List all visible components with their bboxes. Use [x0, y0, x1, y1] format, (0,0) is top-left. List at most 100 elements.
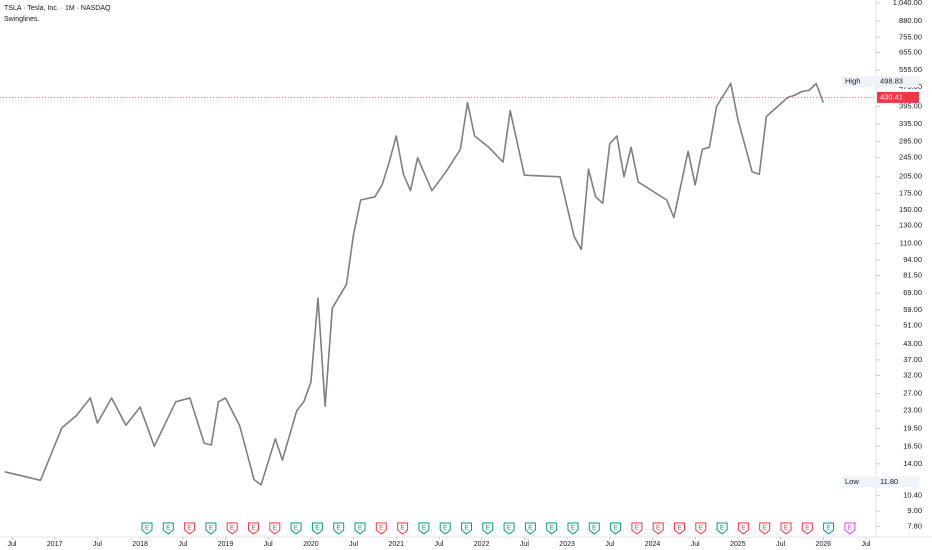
y-tick-label: 19.50 [903, 423, 922, 432]
earnings-marker [610, 522, 622, 535]
y-tick-label: 59.00 [903, 305, 922, 314]
x-tick-label: Jul [349, 541, 358, 548]
earnings-label: E [699, 525, 704, 532]
earnings-marker [482, 522, 494, 535]
earnings-label: E [677, 525, 682, 532]
high-box [877, 76, 919, 88]
earnings-label: E [571, 525, 576, 532]
y-tick-label: 16.50 [903, 441, 922, 450]
earnings-marker [269, 522, 281, 535]
earnings-marker [674, 522, 685, 535]
earnings-label: E [550, 525, 555, 532]
earnings-marker [290, 522, 302, 535]
earnings-label: E [187, 525, 192, 532]
x-tick-label: 2018 [132, 541, 148, 548]
earnings-marker [652, 522, 664, 535]
y-tick-label: 130.00 [899, 220, 922, 229]
earnings-label: E [720, 525, 725, 532]
y-tick-label: 335.00 [899, 119, 922, 128]
earnings-marker [248, 522, 259, 535]
earnings-label: E [230, 525, 235, 532]
y-tick-label: 755.00 [899, 32, 922, 41]
earnings-label: E [315, 525, 320, 532]
earnings-label: E [145, 525, 150, 532]
earnings-label: E [635, 525, 640, 532]
earnings-marker [780, 522, 792, 535]
earnings-label: E [763, 525, 768, 532]
y-tick-label: 1,040.00 [893, 0, 922, 7]
earnings-label: E [592, 525, 597, 532]
x-tick-label: Jul [178, 541, 187, 548]
earnings-label: E [486, 525, 491, 532]
symbol-title: TSLA · Tesla, Inc. · 1M · NASDAQ [4, 5, 111, 12]
x-tick-label: Jul [776, 541, 785, 548]
y-tick-label: 9.00 [907, 506, 922, 515]
x-tick-label: Jul [8, 541, 17, 548]
earnings-marker [226, 522, 238, 535]
earnings-label: E [507, 525, 512, 532]
earnings-label: E [464, 525, 469, 532]
earnings-marker [716, 522, 728, 535]
earnings-marker [461, 522, 472, 535]
x-tick-label: 2023 [559, 541, 575, 548]
x-tick-label: Jul [435, 541, 444, 548]
earnings-label: E [379, 525, 384, 532]
x-tick-label: 2020 [303, 541, 319, 548]
earnings-marker [801, 522, 813, 535]
y-tick-label: 51.00 [903, 321, 922, 330]
high-label: High [845, 77, 860, 86]
y-tick-label: 285.00 [899, 136, 922, 145]
x-tick-label: 2019 [218, 541, 234, 548]
x-tick-label: 2022 [474, 541, 490, 548]
earnings-label: E [422, 525, 427, 532]
earnings-marker [524, 522, 536, 535]
x-tick-label: Jul [691, 541, 700, 548]
earnings-label: E [613, 525, 618, 532]
y-tick-label: 245.00 [899, 153, 922, 162]
y-tick-label: 32.00 [903, 370, 922, 379]
x-tick-label: Jul [862, 541, 871, 548]
y-tick-label: 81.50 [903, 270, 922, 279]
y-tick-label: 37.00 [903, 355, 922, 364]
swing-line [4, 82, 825, 486]
y-tick-label: 14.00 [903, 459, 922, 468]
earnings-label: E [294, 525, 299, 532]
earnings-marker [184, 522, 196, 535]
earnings-marker [503, 522, 515, 535]
y-tick-label: 7.80 [907, 521, 922, 530]
last-price-box [877, 91, 919, 103]
last-price-value: 430.41 [880, 92, 903, 101]
y-tick-label: 27.00 [903, 389, 922, 398]
earnings-marker [844, 522, 856, 535]
earnings-marker [375, 522, 387, 535]
x-tick-label: 2024 [645, 541, 661, 548]
earnings-marker [588, 522, 600, 535]
y-tick-label: 655.00 [899, 47, 922, 56]
x-tick-label: Jul [520, 541, 529, 548]
y-tick-label: 395.00 [899, 102, 922, 111]
earnings-marker [418, 522, 430, 535]
earnings-label: E [251, 525, 256, 532]
earnings-marker [631, 522, 643, 535]
earnings-marker [737, 522, 749, 535]
earnings-marker [311, 522, 323, 535]
low-label: Low [845, 477, 859, 486]
low-box [877, 476, 919, 488]
x-tick-label: 2026 [816, 541, 832, 548]
earnings-marker [439, 522, 451, 535]
earnings-label: E [443, 525, 448, 532]
x-tick-label: Jul [264, 541, 273, 548]
earnings-label: E [273, 525, 278, 532]
earnings-label: E [528, 525, 533, 532]
y-tick-label: 94.00 [903, 255, 922, 264]
high-value: 498.83 [880, 77, 903, 86]
y-tick-label: 880.00 [899, 16, 922, 25]
high-tag [842, 76, 876, 88]
earnings-marker [695, 522, 707, 535]
y-tick-label: 150.00 [899, 205, 922, 214]
y-tick-label: 69.00 [903, 288, 922, 297]
earnings-label: E [400, 525, 405, 532]
earnings-marker [823, 522, 835, 535]
earnings-label: E [166, 525, 171, 532]
